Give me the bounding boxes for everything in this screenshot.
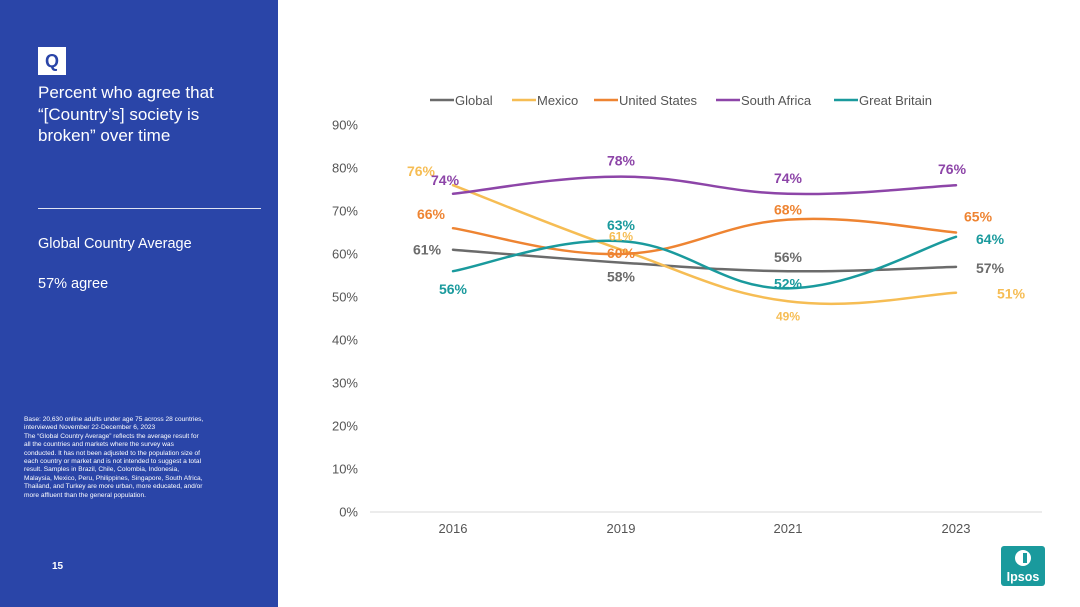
y-tick-label: 0% xyxy=(339,505,358,520)
data-label: 64% xyxy=(976,231,1005,247)
data-label: 57% xyxy=(976,260,1005,276)
x-tick-label: 2016 xyxy=(439,521,468,536)
data-label: 49% xyxy=(776,309,800,323)
x-tick-label: 2019 xyxy=(607,521,636,536)
divider xyxy=(38,208,261,209)
global-average-value: 57% agree xyxy=(38,276,109,292)
series-line-south-africa xyxy=(451,175,958,196)
x-tick-label: 2021 xyxy=(774,521,803,536)
data-label: 56% xyxy=(439,281,468,297)
question-badge: Q xyxy=(38,47,66,75)
y-tick-label: 80% xyxy=(332,161,358,176)
data-label: 58% xyxy=(607,269,636,285)
global-average-label: Global Country Average xyxy=(38,236,192,252)
ipsos-logo: Ipsos xyxy=(1001,546,1045,586)
data-label: 61% xyxy=(609,230,633,244)
y-tick-label: 40% xyxy=(332,333,358,348)
x-tick-label: 2023 xyxy=(942,521,971,536)
data-label: 63% xyxy=(607,217,636,233)
legend-label: Great Britain xyxy=(859,93,932,108)
ipsos-logo-text: Ipsos xyxy=(1006,570,1040,584)
data-label: 66% xyxy=(417,206,446,222)
series-line-great-britain xyxy=(451,235,958,290)
data-label: 51% xyxy=(997,286,1026,302)
y-tick-label: 20% xyxy=(332,419,358,434)
data-label: 76% xyxy=(407,163,436,179)
data-label: 68% xyxy=(774,202,803,218)
question-text: Percent who agree that “[Country’s] soci… xyxy=(38,83,214,145)
data-label: 78% xyxy=(607,153,636,169)
data-label: 76% xyxy=(938,161,967,177)
line-chart: 0% 10% 20% 30% 40% 50% 60% 70% 80% 90% 2016 2019 202… xyxy=(332,93,1042,536)
data-label: 74% xyxy=(774,170,803,186)
legend-label: South Africa xyxy=(741,93,812,108)
y-tick-label: 60% xyxy=(332,247,358,262)
sidebar-panel: Q Percent who agree that “[Country’s] so… xyxy=(0,0,278,607)
ipsos-logo-mark xyxy=(1015,550,1031,566)
page-number: 15 xyxy=(52,561,64,572)
base-note: Base: 20,630 online adults under age 75 … xyxy=(24,416,204,499)
legend-label: United States xyxy=(619,93,698,108)
y-tick-label: 90% xyxy=(332,118,358,133)
y-tick-label: 50% xyxy=(332,290,358,305)
series-line-united-states xyxy=(451,217,958,256)
legend-label: Global xyxy=(455,93,493,108)
y-tick-label: 30% xyxy=(332,376,358,391)
series-line-mexico xyxy=(451,183,958,306)
y-tick-label: 70% xyxy=(332,204,358,219)
y-tick-label: 10% xyxy=(332,462,358,477)
legend-label: Mexico xyxy=(537,93,578,108)
data-label: 65% xyxy=(964,209,993,225)
data-label: 52% xyxy=(774,275,803,291)
series-line-global xyxy=(451,248,958,273)
data-label: 56% xyxy=(774,249,803,265)
data-label: 74% xyxy=(431,172,460,188)
data-label: 60% xyxy=(607,245,636,261)
data-label: 61% xyxy=(413,242,442,258)
